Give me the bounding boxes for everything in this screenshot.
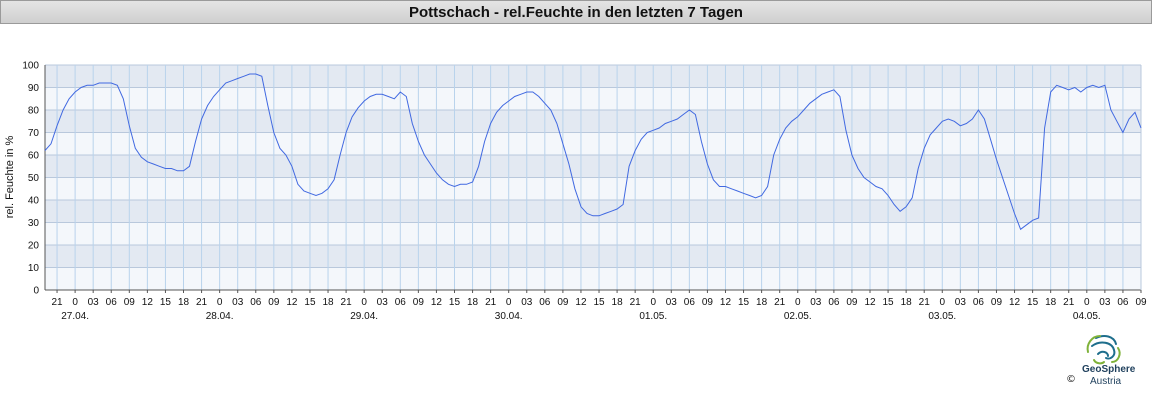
date-label: 01.05.: [639, 311, 667, 322]
x-tick-label: 0: [939, 297, 945, 308]
x-tick-label: 09: [846, 297, 858, 308]
y-tick-label: 50: [28, 173, 40, 184]
x-tick-label: 21: [1063, 297, 1075, 308]
x-tick-label: 12: [431, 297, 443, 308]
date-label: 02.05.: [784, 311, 812, 322]
y-tick-label: 30: [28, 218, 40, 229]
x-tick-label: 12: [1009, 297, 1021, 308]
chart-title-bar: Pottschach - rel.Feuchte in den letzten …: [0, 0, 1152, 24]
x-tick-label: 12: [720, 297, 732, 308]
y-tick-label: 40: [28, 196, 40, 207]
y-tick-label: 10: [28, 263, 40, 274]
x-tick-label: 0: [650, 297, 656, 308]
x-tick-label: 21: [196, 297, 208, 308]
x-tick-label: 09: [413, 297, 425, 308]
x-tick-label: 03: [232, 297, 244, 308]
x-tick-label: 12: [575, 297, 587, 308]
x-tick-label: 03: [810, 297, 822, 308]
x-tick-label: 06: [973, 297, 985, 308]
x-tick-label: 12: [286, 297, 298, 308]
logo-text-geosphere: GeoSphere: [1082, 364, 1136, 375]
x-tick-label: 15: [1027, 297, 1039, 308]
x-tick-label: 03: [521, 297, 533, 308]
x-tick-label: 21: [485, 297, 497, 308]
x-tick-label: 0: [506, 297, 512, 308]
x-tick-label: 21: [51, 297, 63, 308]
y-tick-label: 0: [33, 286, 39, 297]
y-tick-label: 90: [28, 83, 40, 94]
date-label: 27.04.: [61, 311, 89, 322]
date-label: 04.05.: [1073, 311, 1101, 322]
x-tick-label: 06: [106, 297, 118, 308]
x-tick-label: 06: [684, 297, 696, 308]
x-tick-label: 21: [341, 297, 353, 308]
geosphere-logo: [1086, 335, 1121, 365]
band-30: [45, 200, 1141, 223]
x-tick-label: 18: [178, 297, 190, 308]
x-tick-label: 0: [72, 297, 78, 308]
y-tick-label: 70: [28, 128, 40, 139]
x-tick-label: 21: [774, 297, 786, 308]
x-tick-label: 15: [304, 297, 316, 308]
x-tick-label: 18: [901, 297, 913, 308]
x-tick-label: 03: [88, 297, 100, 308]
x-tick-label: 15: [883, 297, 895, 308]
band-10: [45, 245, 1141, 268]
y-tick-labels: 0 10 20 30 40 50 60 70 80 90 100: [22, 61, 39, 297]
x-tick-label: 15: [160, 297, 172, 308]
x-tick-label: 0: [795, 297, 801, 308]
y-axis-label: rel. Feuchte in %: [4, 136, 16, 219]
y-tick-label: 100: [22, 61, 39, 72]
x-tick-label: 03: [377, 297, 389, 308]
x-tick-label: 0: [361, 297, 367, 308]
x-tick-label: 21: [919, 297, 931, 308]
date-labels: 27.04. 28.04. 29.04. 30.04. 01.05. 02.05. 03.0…: [61, 311, 1101, 322]
y-tick-label: 80: [28, 106, 40, 117]
x-tick-label: 15: [738, 297, 750, 308]
x-tick-label: 12: [142, 297, 154, 308]
humidity-series-line: [44, 73, 1142, 231]
chart-title: Pottschach - rel.Feuchte in den letzten …: [409, 3, 743, 21]
x-tick-label: 18: [1045, 297, 1057, 308]
date-label: 30.04.: [495, 311, 523, 322]
x-tick-label: 03: [955, 297, 967, 308]
x-tick-label: 12: [864, 297, 876, 308]
band-90: [45, 65, 1141, 88]
x-tick-label: 0: [217, 297, 223, 308]
axes: [44, 65, 1142, 291]
band-70: [45, 110, 1141, 133]
x-tick-label: 09: [124, 297, 136, 308]
x-tick-label: 18: [467, 297, 479, 308]
x-tick-labels: 21 0 03 06 09 12 15 18 21 0 03 06 09 12 15 18 21 0 03 06 09 1…: [51, 290, 1147, 308]
x-tick-label: 09: [1135, 297, 1147, 308]
x-tick-label: 03: [666, 297, 678, 308]
x-tick-label: 18: [612, 297, 624, 308]
date-label: 29.04.: [350, 311, 378, 322]
x-tick-label: 18: [322, 297, 334, 308]
copyright-symbol: ©: [1066, 374, 1076, 385]
x-tick-label: 06: [395, 297, 407, 308]
x-tick-label: 09: [557, 297, 569, 308]
x-tick-label: 03: [1099, 297, 1111, 308]
y-tick-label: 20: [28, 241, 40, 252]
x-tick-label: 15: [593, 297, 605, 308]
x-tick-label: 09: [702, 297, 714, 308]
date-label: 28.04.: [206, 311, 234, 322]
x-tick-label: 06: [1117, 297, 1129, 308]
x-tick-label: 09: [268, 297, 280, 308]
logo-text-austria: Austria: [1090, 376, 1122, 387]
band-50: [45, 155, 1141, 178]
x-tick-label: 21: [630, 297, 642, 308]
x-tick-label: 18: [756, 297, 768, 308]
x-tick-label: 15: [449, 297, 461, 308]
y-tick-label: 60: [28, 151, 40, 162]
date-label: 03.05.: [928, 311, 956, 322]
x-tick-label: 09: [991, 297, 1003, 308]
x-tick-label: 06: [828, 297, 840, 308]
x-tick-label: 06: [250, 297, 262, 308]
x-tick-label: 06: [539, 297, 551, 308]
x-tick-label: 0: [1084, 297, 1090, 308]
